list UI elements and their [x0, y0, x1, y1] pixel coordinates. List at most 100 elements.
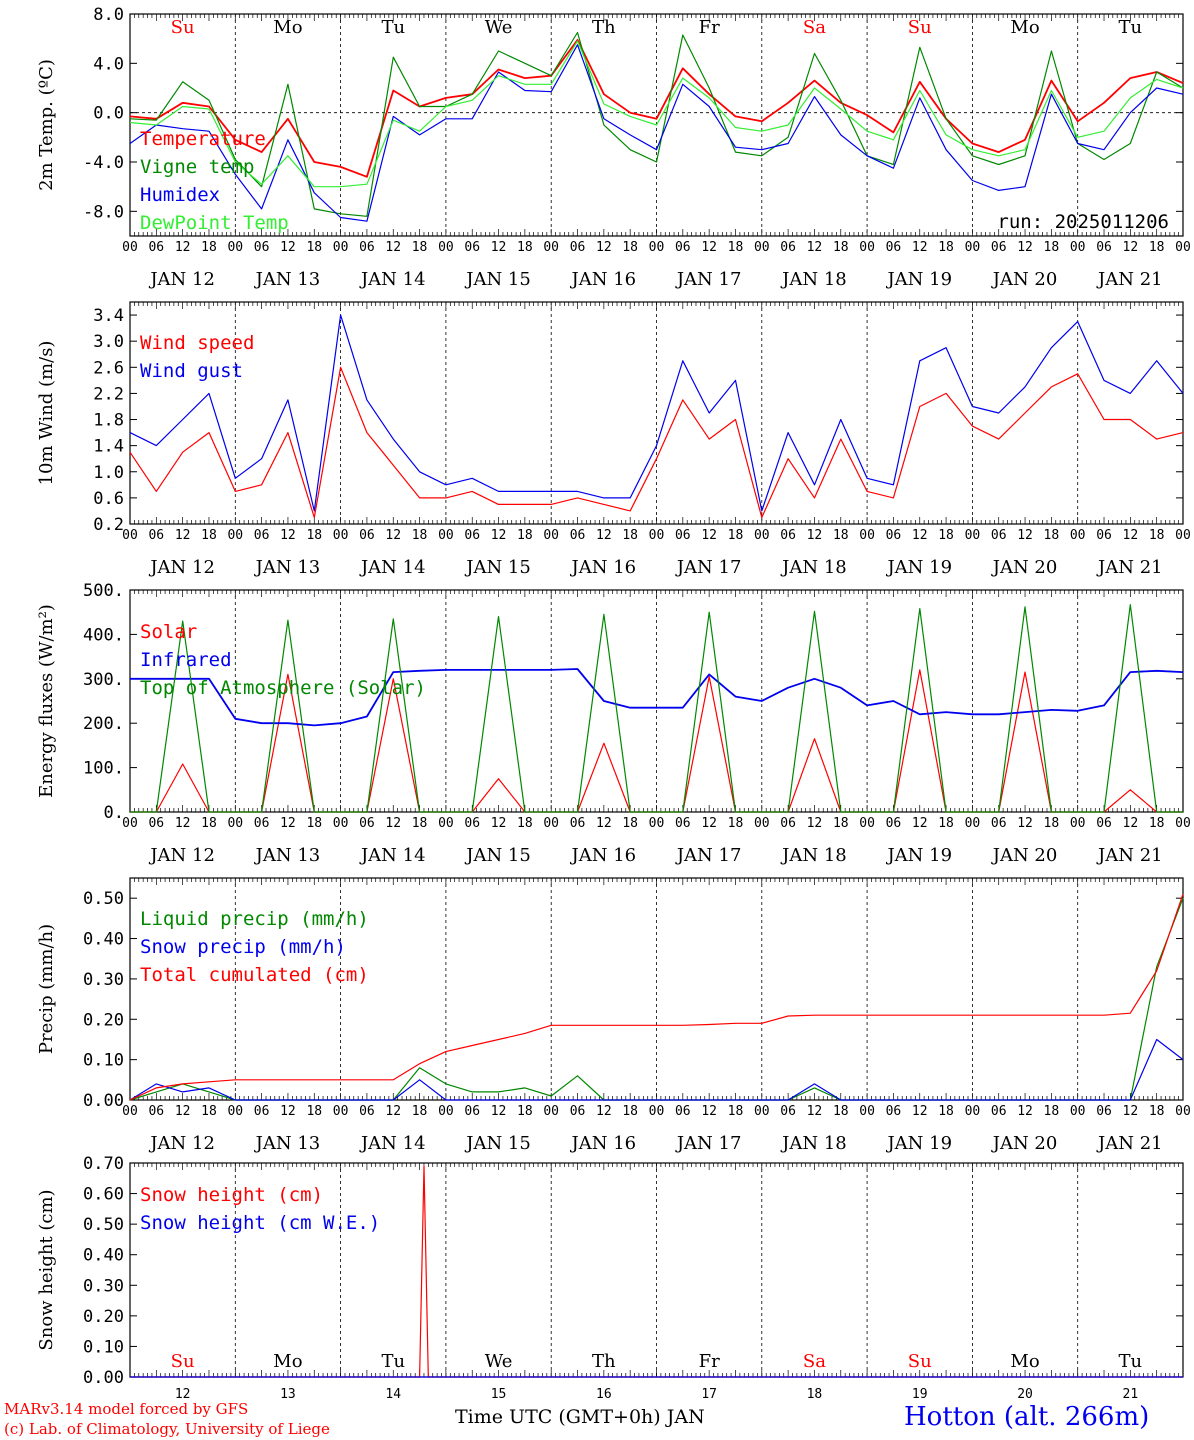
- x-hour-tick-label: 18: [1044, 240, 1060, 255]
- x-hour-tick-label: 06: [1096, 1104, 1112, 1119]
- weekday-label: Su: [171, 17, 195, 38]
- weekday-label: Mo: [1010, 1351, 1039, 1372]
- x-hour-tick-label: 00: [1070, 816, 1086, 831]
- x-hour-tick-label: 00: [122, 528, 138, 543]
- x-date-label: JAN 15: [464, 269, 531, 290]
- x-hour-tick-label: 06: [464, 240, 480, 255]
- legend-entry: Top of Atmosphere (Solar): [140, 677, 426, 699]
- x-hour-tick-label: 00: [543, 240, 559, 255]
- weekday-label: Fr: [699, 1351, 720, 1372]
- x-hour-tick-label: 18: [1149, 1104, 1165, 1119]
- x-hour-tick-label: 18: [728, 1104, 744, 1119]
- x-hour-tick-label: 12: [596, 240, 612, 255]
- x-hour-tick-label: 18: [306, 1104, 322, 1119]
- x-hour-tick-label: 12: [175, 240, 191, 255]
- x-hour-tick-label: 18: [833, 240, 849, 255]
- x-hour-tick-label: 06: [359, 240, 375, 255]
- legend-entry: Snow height (cm): [140, 1184, 323, 1206]
- x-date-label: JAN 17: [675, 1133, 742, 1154]
- x-hour-tick-label: 00: [1175, 240, 1191, 255]
- station-name: Hotton (alt. 266m): [904, 1402, 1150, 1432]
- x-hour-tick-label: 12: [596, 528, 612, 543]
- x-date-label: JAN 15: [464, 1133, 531, 1154]
- x-hour-tick-label: 12: [807, 528, 823, 543]
- weekday-label: Sa: [803, 17, 826, 38]
- weekday-label: Mo: [1010, 17, 1039, 38]
- x-hour-tick-label: 06: [886, 528, 902, 543]
- x-date-label: JAN 17: [675, 845, 742, 866]
- weekday-label: Su: [908, 1351, 932, 1372]
- legend-entry: DewPoint Temp: [140, 212, 289, 234]
- x-hour-tick-label: 00: [965, 528, 981, 543]
- weekday-label: We: [485, 1351, 513, 1372]
- y-tick-label: 0.40: [83, 930, 124, 950]
- series-line: [129, 39, 1184, 178]
- x-hour-tick-label: 18: [728, 816, 744, 831]
- x-hour-tick-label: 12: [280, 528, 296, 543]
- y-tick-label: 2.6: [93, 358, 124, 378]
- x-date-label: JAN 18: [780, 557, 847, 578]
- y-tick-label: 0.2: [93, 515, 124, 535]
- x-date-label: JAN 20: [991, 269, 1058, 290]
- legend-entry: Wind gust: [140, 360, 243, 382]
- x-hour-tick-label: 06: [675, 1104, 691, 1119]
- x-hour-tick-label: 12: [385, 1104, 401, 1119]
- x-hour-tick-label: 12: [385, 816, 401, 831]
- y-axis-title: 2m Temp. (ºC): [36, 59, 57, 191]
- y-tick-label: 8.0: [93, 5, 124, 25]
- series-line: [129, 1038, 1184, 1101]
- x-date-label: JAN 12: [148, 1133, 215, 1154]
- x-date-label: JAN 19: [885, 269, 952, 290]
- x-hour-tick-label: 12: [1123, 528, 1139, 543]
- panel-2: 3.4 3.0 2.6 2.2 1.8 1.4 1.0 0.6 0.2 10m Wind (m/s…: [36, 301, 1191, 578]
- x-hour-tick-label: 06: [359, 528, 375, 543]
- series-line: [130, 668, 1184, 727]
- y-tick-label: 100.: [83, 759, 124, 779]
- x-date-label: JAN 17: [675, 269, 742, 290]
- y-tick-label: 0.20: [83, 1307, 124, 1327]
- y-tick-label: 400.: [83, 625, 124, 645]
- x-date-label: JAN 19: [885, 845, 952, 866]
- series-line: [130, 604, 1183, 813]
- legend-entry: Snow height (cm W.E.): [140, 1212, 380, 1234]
- x-hour-tick-label: 00: [227, 816, 243, 831]
- x-date-label: JAN 12: [148, 845, 215, 866]
- y-tick-label: 0.20: [83, 1010, 124, 1030]
- x-hour-tick-label: 00: [1175, 1104, 1191, 1119]
- x-hour-tick-label: 00: [438, 528, 454, 543]
- y-tick-label: -4.0: [83, 153, 124, 173]
- x-axis-title: Time UTC (GMT+0h) JAN: [455, 1406, 705, 1428]
- x-hour-tick-label: 18: [517, 1104, 533, 1119]
- x-hour-tick-label: 06: [886, 816, 902, 831]
- x-hour-tick-label: 06: [991, 240, 1007, 255]
- panel-4: 0.50 0.40 0.30 0.20 0.10 0.00 Precip (mm/h) 00 0…: [36, 877, 1191, 1154]
- day-number-label: 17: [701, 1387, 717, 1402]
- x-hour-tick-label: 00: [1175, 528, 1191, 543]
- y-tick-label: 0.50: [83, 889, 124, 909]
- y-axis-title: Precip (mm/h): [36, 924, 57, 1054]
- x-hour-tick-label: 06: [780, 1104, 796, 1119]
- x-date-label: JAN 20: [991, 557, 1058, 578]
- x-hour-tick-label: 00: [754, 816, 770, 831]
- x-hour-tick-label: 18: [517, 528, 533, 543]
- y-tick-label: 0.0: [93, 104, 124, 124]
- legend-entry: Infrared: [140, 649, 232, 671]
- x-hour-tick-label: 18: [1149, 240, 1165, 255]
- day-number-label: 12: [175, 1387, 191, 1402]
- x-hour-tick-label: 00: [649, 528, 665, 543]
- x-date-label: JAN 16: [570, 845, 637, 866]
- weekday-label: Mo: [273, 17, 302, 38]
- y-tick-label: 0.60: [83, 1185, 124, 1205]
- x-hour-tick-label: 00: [965, 816, 981, 831]
- x-hour-tick-label: 00: [122, 816, 138, 831]
- x-hour-tick-label: 18: [201, 528, 217, 543]
- x-hour-tick-label: 18: [412, 816, 428, 831]
- x-hour-tick-label: 00: [227, 240, 243, 255]
- series-line: [129, 44, 1184, 222]
- y-axis-title: Energy fluxes (W/m²): [36, 604, 57, 798]
- x-hour-tick-label: 12: [807, 1104, 823, 1119]
- x-hour-tick-label: 12: [596, 1104, 612, 1119]
- x-hour-tick-label: 00: [1070, 1104, 1086, 1119]
- weekday-label: We: [485, 17, 513, 38]
- y-tick-label: 0.50: [83, 1215, 124, 1235]
